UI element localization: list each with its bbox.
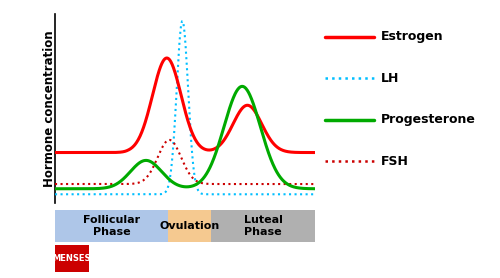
- Bar: [55, 245, 89, 272]
- Bar: [211, 210, 315, 242]
- Text: FSH: FSH: [381, 155, 409, 168]
- Y-axis label: Hormone concentration: Hormone concentration: [43, 30, 56, 187]
- Text: LH: LH: [381, 72, 400, 85]
- Text: MENSES: MENSES: [52, 254, 91, 263]
- Text: Ovulation: Ovulation: [160, 221, 220, 231]
- Bar: [55, 210, 168, 242]
- Text: Luteal
Phase: Luteal Phase: [244, 215, 282, 237]
- Text: Estrogen: Estrogen: [381, 30, 444, 43]
- Text: Follicular
Phase: Follicular Phase: [83, 215, 140, 237]
- Bar: [168, 210, 211, 242]
- Text: Progesterone: Progesterone: [381, 113, 476, 126]
